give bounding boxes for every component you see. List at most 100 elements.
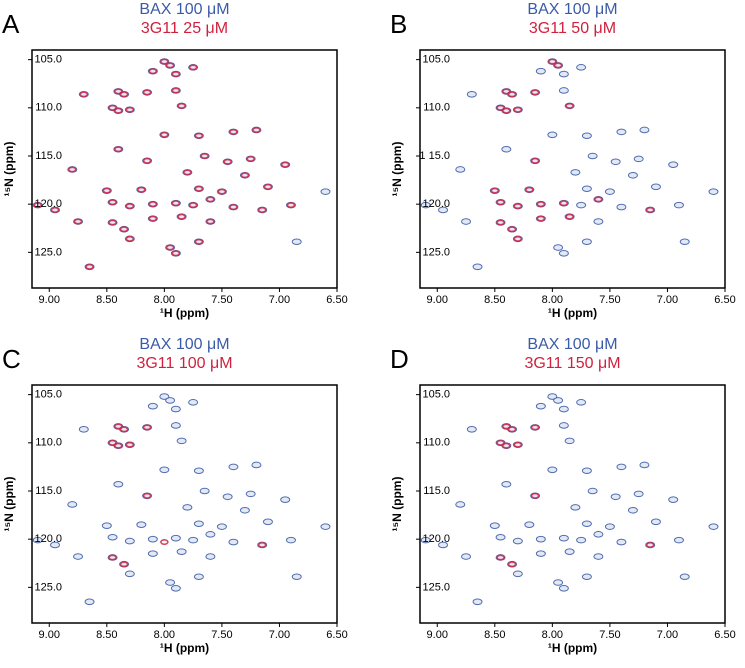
y-tick-label: 110.0 [423,102,450,114]
peak [587,152,598,160]
peak [142,424,152,431]
peak [525,186,534,193]
peak [171,250,181,257]
plot-frame [419,384,726,624]
peak [576,64,587,71]
peak [177,102,186,109]
peak [171,87,181,94]
peak [512,537,523,545]
peak [558,405,569,413]
peak [114,442,123,449]
peak [547,131,558,139]
peak [177,213,186,220]
peak [194,238,204,245]
peak [576,201,587,209]
peak [530,424,540,431]
x-axis-label: ¹H (ppm) [160,306,209,320]
x-tick-label: 7.50 [211,629,232,641]
peak [119,226,129,233]
peak [594,196,603,203]
x-tick-label: 6.50 [714,294,735,306]
x-tick-label: 8.00 [154,629,175,641]
peak [176,548,187,555]
peak [114,146,123,153]
x-tick-label: 8.00 [542,294,563,306]
peak [114,107,123,114]
x-tick-label: 7.00 [657,294,678,306]
panel-letter: D [390,344,409,374]
peak [581,520,592,528]
y-axis-label: ¹⁵N (ppm) [390,142,404,197]
peak [223,158,232,165]
peak [67,501,78,508]
peak [616,128,627,136]
peak [73,553,84,560]
peak [490,187,500,194]
plot-area [420,393,719,606]
peak [136,521,147,529]
peak [285,536,296,544]
y-tick-label: 125.0 [34,581,62,593]
plot-frame [31,384,338,624]
peak [604,523,615,530]
peak [581,573,592,581]
peak [182,504,193,511]
peak [257,206,267,213]
peak [513,203,523,210]
peak [188,536,199,544]
peak [113,480,124,488]
peak [142,89,152,96]
peak [142,157,152,164]
peak [102,187,112,194]
x-tick-label: 7.50 [211,294,232,306]
peak [193,573,204,581]
peak [32,536,43,544]
peak [536,201,546,208]
peak [73,218,83,225]
peak [147,550,158,557]
y-axis-label: ¹⁵N (ppm) [390,477,404,532]
peak [199,487,210,495]
plot-area [32,58,331,271]
peak [420,536,431,544]
peak [639,126,650,134]
peak [553,244,564,251]
y-tick-label: 125.0 [422,581,450,593]
peak [502,107,511,114]
peak [165,397,176,404]
peak [125,235,135,242]
peak [593,531,604,538]
peak [125,106,135,113]
x-tick-label: 6.50 [326,629,347,641]
plot-area [32,393,331,606]
peak [673,201,684,209]
peak [530,492,540,499]
peak [558,422,569,429]
peak [548,58,557,65]
peak [564,548,575,555]
peak [593,553,604,560]
peak [673,536,684,544]
peak [581,467,592,475]
peak [193,520,204,528]
peak [50,206,60,213]
x-tick-label: 9.00 [427,629,448,641]
peak [280,161,290,168]
peak [251,461,262,469]
peak [581,185,592,193]
peak [559,200,569,207]
peak [228,538,239,546]
peak [320,523,331,530]
peak [159,466,170,474]
x-tick-label: 8.00 [154,294,175,306]
x-tick-label: 7.50 [599,294,620,306]
peak [200,152,209,159]
peak [530,89,540,96]
x-tick-label: 8.50 [96,629,117,641]
x-tick-label: 8.00 [542,629,563,641]
peak [639,461,650,469]
peak [50,541,61,549]
peak [558,70,569,78]
peak [576,536,587,544]
peak [245,490,256,498]
